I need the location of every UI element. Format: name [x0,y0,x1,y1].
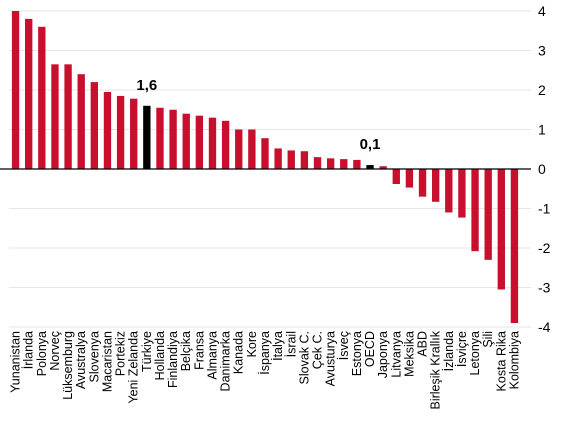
x-tick-label: Macaristan [100,331,114,392]
x-tick-label: Şili [481,331,495,348]
bar-i-spanya [261,138,269,169]
x-tick-label: Slovak C. [297,331,311,385]
bar-oecd [366,165,374,169]
x-tick-label: İtalya [271,331,285,361]
bar-polonya [38,26,46,169]
bar-lüksemburg [64,64,72,169]
bar-kanada [235,129,243,169]
x-tick-label: Yunanistan [9,331,23,393]
y-axis-tick-labels: 4 3 2 1 0 -1 -2 -3 -4 [538,3,551,335]
bar-slovenya [90,82,99,169]
bar-meksika [405,169,414,188]
bar-fransa [195,115,204,169]
bar-kore [248,129,256,169]
x-tick-label: İsviçre [455,331,469,367]
bar-birleşik-krallık [431,169,440,202]
bar-belçika [182,113,190,169]
x-tick-label: İzlanda [442,331,456,371]
y-tick-label: 1 [538,122,546,138]
x-tick-label: Belçika [179,331,193,371]
bar-norveç [51,64,59,169]
x-tick-label: Türkiye [140,331,154,372]
y-tick-label: -1 [538,201,551,217]
x-tick-label: Avusturya [324,331,338,386]
x-tick-label: Litvanya [389,331,403,378]
x-axis-tick-labels: Yunanistan İrlanda Polonya Norveç Lüksemburg… [9,330,522,409]
bar-kolombiya [510,169,519,324]
x-tick-label: Fransa [192,331,206,370]
bar-almanya [208,117,217,169]
bar-slovak-c- [300,151,309,169]
x-tick-label: Norveç [48,331,62,371]
bar-hollanda [156,107,164,169]
bar-çek-c- [313,157,322,169]
y-tick-label: -2 [538,240,551,256]
bar-danimarka [221,120,230,169]
y-tick-label: -4 [538,319,551,335]
bar-yeni-zelanda [130,98,138,169]
x-tick-label: Kanada [232,331,246,374]
bar-abd [418,169,427,197]
bar-japonya [379,166,387,169]
x-tick-label: İsveç [337,331,351,360]
bar-i-sviçre [458,169,466,218]
bar-yunanistan [11,11,20,169]
x-tick-label: Almanya [205,331,219,380]
bar-türkiye [143,105,151,169]
bar-şili [484,169,492,260]
y-tick-label: 0 [538,161,546,177]
y-tick-label: 2 [538,82,546,98]
bars [11,11,519,324]
bar-finlandiya [169,109,177,169]
bar-macaristan [103,91,112,169]
y-tick-label: 4 [538,3,546,19]
x-tick-label: ABD [416,331,430,357]
x-tick-label: Portekiz [114,331,128,376]
x-tick-label: Kosta Rika [494,331,508,391]
bar-letonya [471,169,479,252]
y-tick-label: -3 [538,280,551,296]
x-tick-label: Kore [245,331,259,357]
y-tick-label: 3 [538,43,546,59]
bar-avustralya [77,74,85,169]
x-tick-label: Lüksemburg [61,331,75,400]
bar-avusturya [326,158,335,169]
bar-litvanya [392,169,400,185]
x-tick-label: Finlandiya [166,331,180,388]
x-tick-label: Slovenya [87,331,101,382]
data-label: 0,1 [360,136,381,153]
bar-i-zlanda [445,169,453,213]
bar-kosta-rika [497,169,505,290]
bar-i-talya [274,148,282,169]
x-tick-label: Avustralya [74,331,88,389]
x-tick-label: Meksika [402,331,416,377]
x-tick-label: Kolombiya [507,331,521,389]
x-tick-label: İrlanda [22,331,36,369]
x-tick-label: Danimarka [219,331,233,391]
x-tick-label: İsrail [284,331,298,357]
data-label: 1,6 [136,77,157,94]
x-tick-label: Yeni Zelanda [127,331,141,404]
bar-i-srail [287,150,295,169]
bar-i-sveç [340,159,348,169]
x-tick-label: Polonya [35,331,49,376]
x-tick-label: Estonya [350,331,364,376]
x-tick-label: Japonya [376,331,390,378]
x-tick-label: Hollanda [153,331,167,380]
bar-estonya [353,159,361,169]
data-labels: 1,6 0,1 [136,77,380,153]
x-tick-label: İspanya [258,331,272,375]
x-tick-label: Letonya [468,331,482,376]
bar-i-rlanda [25,18,33,170]
bar-portekiz [116,95,125,169]
x-tick-label: OECD [363,331,377,367]
x-tick-label: Çek C. [311,331,325,369]
x-tick-label: Birleşik Krallık [429,330,443,409]
